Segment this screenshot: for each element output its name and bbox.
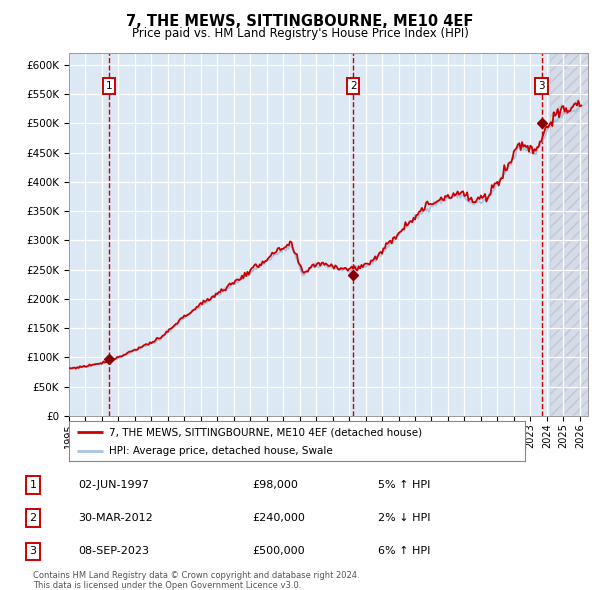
Text: 2: 2 — [350, 81, 356, 91]
Bar — [550, 53, 588, 416]
Text: 02-JUN-1997: 02-JUN-1997 — [78, 480, 149, 490]
Text: 3: 3 — [538, 81, 545, 91]
Text: £500,000: £500,000 — [252, 546, 305, 556]
Text: 5% ↑ HPI: 5% ↑ HPI — [378, 480, 430, 490]
Text: Contains HM Land Registry data © Crown copyright and database right 2024.: Contains HM Land Registry data © Crown c… — [33, 571, 359, 581]
Text: 1: 1 — [106, 81, 112, 91]
Bar — [550, 53, 588, 416]
Text: £98,000: £98,000 — [252, 480, 298, 490]
Text: 3: 3 — [29, 546, 37, 556]
Text: Price paid vs. HM Land Registry's House Price Index (HPI): Price paid vs. HM Land Registry's House … — [131, 27, 469, 40]
Text: 30-MAR-2012: 30-MAR-2012 — [78, 513, 153, 523]
Text: 6% ↑ HPI: 6% ↑ HPI — [378, 546, 430, 556]
Text: 2% ↓ HPI: 2% ↓ HPI — [378, 513, 431, 523]
Text: 7, THE MEWS, SITTINGBOURNE, ME10 4EF (detached house): 7, THE MEWS, SITTINGBOURNE, ME10 4EF (de… — [109, 428, 422, 438]
Text: 08-SEP-2023: 08-SEP-2023 — [78, 546, 149, 556]
Text: This data is licensed under the Open Government Licence v3.0.: This data is licensed under the Open Gov… — [33, 581, 301, 590]
Text: HPI: Average price, detached house, Swale: HPI: Average price, detached house, Swal… — [109, 447, 333, 456]
Text: 1: 1 — [29, 480, 37, 490]
Text: £240,000: £240,000 — [252, 513, 305, 523]
Text: 7, THE MEWS, SITTINGBOURNE, ME10 4EF: 7, THE MEWS, SITTINGBOURNE, ME10 4EF — [127, 14, 473, 30]
Text: 2: 2 — [29, 513, 37, 523]
